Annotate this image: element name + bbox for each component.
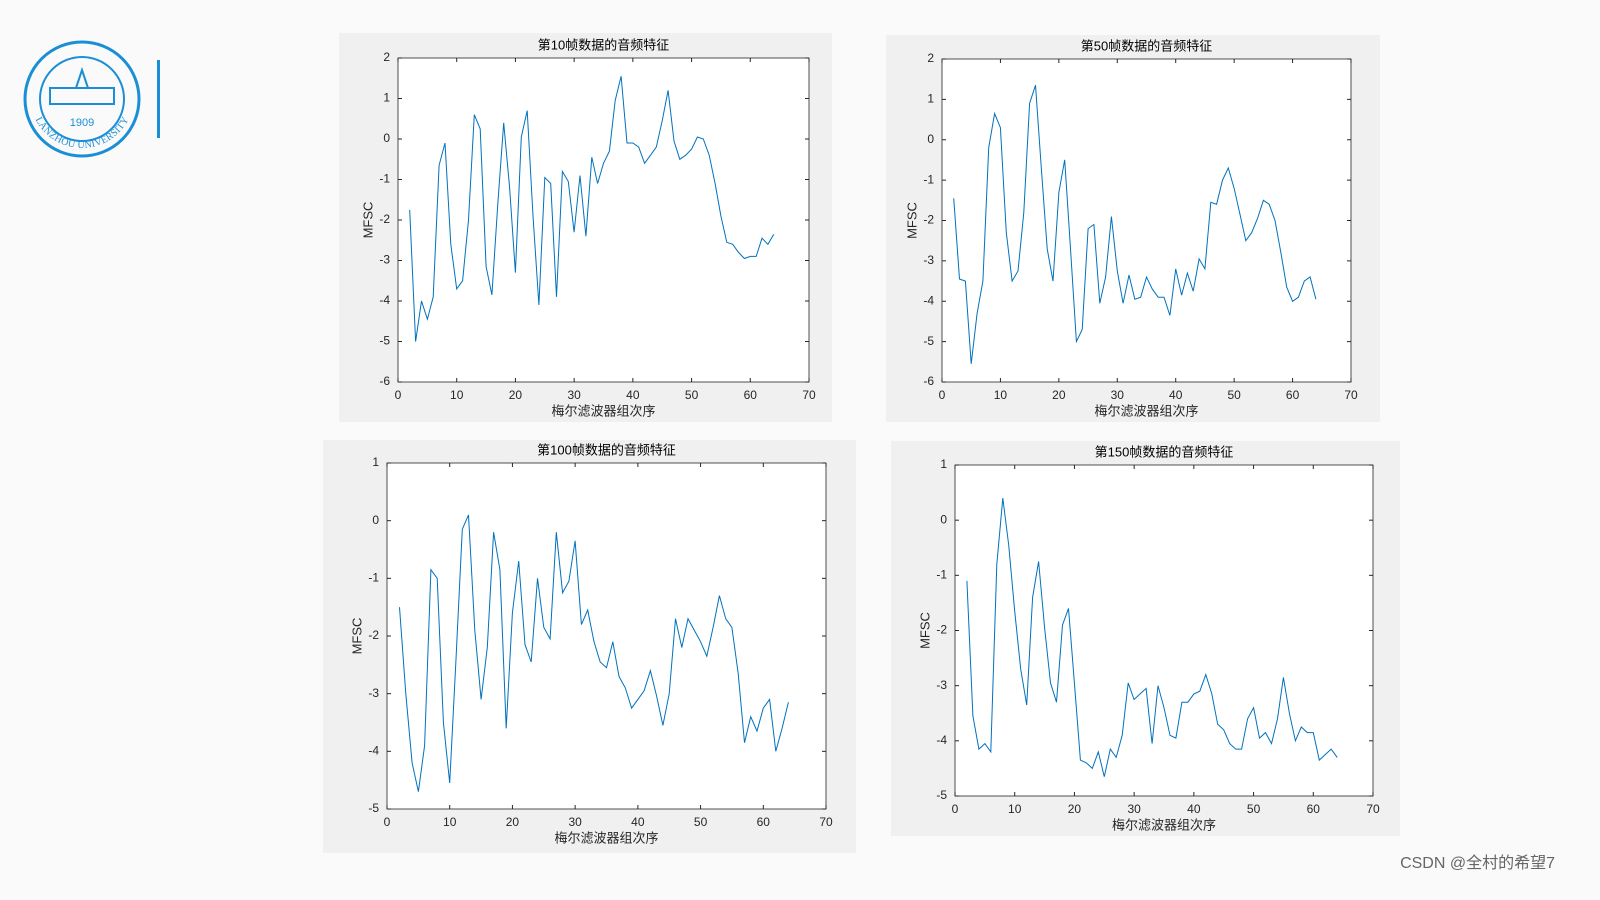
x-tick-label: 30	[567, 388, 581, 402]
logo: 1909 LANZHOU UNIVERSITY	[23, 40, 141, 158]
x-tick-label: 10	[994, 388, 1008, 402]
x-tick-label: 50	[685, 388, 699, 402]
x-tick-label: 20	[509, 388, 523, 402]
y-tick-label: -3	[379, 253, 390, 267]
x-tick-label: 60	[1307, 802, 1321, 816]
x-tick-label: 40	[626, 388, 640, 402]
x-tick-label: 20	[1052, 388, 1066, 402]
y-tick-label: -2	[923, 213, 934, 227]
plot-area	[397, 57, 810, 383]
y-axis-label: MFSC	[917, 612, 932, 649]
x-tick-label: 0	[952, 802, 959, 816]
y-tick-label: 2	[927, 51, 934, 65]
logo-tower	[75, 66, 89, 89]
y-tick-label: -4	[379, 293, 390, 307]
y-tick-label: -5	[368, 801, 379, 815]
y-tick-label: -4	[368, 744, 379, 758]
x-tick-label: 10	[450, 388, 464, 402]
y-tick-label: 0	[372, 513, 379, 527]
x-tick-label: 60	[757, 815, 771, 829]
x-tick-label: 30	[568, 815, 582, 829]
y-tick-label: 1	[927, 92, 934, 106]
x-tick-label: 0	[939, 388, 946, 402]
data-line	[966, 498, 1338, 777]
chart: 0 10 20 30 40 50 60 70 -6 -5 -4 -3 -2 -1 0 1 2 第50帧数据的音频特…	[886, 35, 1380, 422]
chart-title: 第10帧数据的音频特征	[538, 37, 669, 52]
y-tick-label: -3	[936, 678, 947, 692]
x-tick-label: 70	[1344, 388, 1358, 402]
y-axis-label: MFSC	[360, 202, 375, 239]
y-tick-label: 1	[383, 91, 390, 105]
x-tick-label: 20	[506, 815, 520, 829]
x-tick-label: 40	[631, 815, 645, 829]
y-tick-label: -1	[923, 172, 934, 186]
x-tick-label: 60	[1286, 388, 1300, 402]
plot-area	[386, 462, 827, 810]
x-tick-label: 40	[1187, 802, 1201, 816]
plot-area	[954, 464, 1374, 797]
x-axis-label: 梅尔滤波器组次序	[554, 830, 658, 845]
y-tick-label: -4	[936, 733, 947, 747]
x-axis-label: 梅尔滤波器组次序	[551, 403, 655, 418]
y-tick-label: -2	[379, 212, 390, 226]
watermark: CSDN @全村的希望7	[1400, 854, 1555, 872]
logo-ring	[23, 40, 141, 158]
chart-title: 第100帧数据的音频特征	[537, 442, 676, 457]
y-tick-label: -3	[368, 686, 379, 700]
y-tick-label: -6	[923, 374, 934, 388]
y-tick-label: 0	[383, 131, 390, 145]
chart: 0 10 20 30 40 50 60 70 -5 -4 -3 -2 -1 0 1 第150帧数据的音频特征梅…	[891, 441, 1400, 836]
data-line	[399, 514, 789, 792]
x-tick-label: 10	[1008, 802, 1022, 816]
x-tick-label: 40	[1169, 388, 1183, 402]
chart-title: 第150帧数据的音频特征	[1095, 444, 1234, 459]
x-tick-label: 70	[1366, 802, 1380, 816]
y-tick-label: -1	[936, 568, 947, 582]
x-tick-label: 0	[384, 815, 391, 829]
y-tick-label: -5	[936, 788, 947, 802]
y-tick-label: 1	[940, 457, 947, 471]
y-tick-label: -3	[923, 253, 934, 267]
y-tick-label: -1	[379, 172, 390, 186]
y-axis-label: MFSC	[349, 618, 364, 655]
logo-year: 1909	[70, 117, 94, 129]
chart: 0 10 20 30 40 50 60 70 -6 -5 -4 -3 -2 -1 0 1 2 第10帧数据的音频特…	[339, 33, 832, 422]
x-tick-label: 60	[744, 388, 758, 402]
y-axis-label: MFSC	[904, 202, 919, 239]
x-tick-label: 50	[694, 815, 708, 829]
y-tick-label: 0	[927, 132, 934, 146]
x-tick-label: 30	[1127, 802, 1141, 816]
divider	[157, 60, 160, 138]
y-tick-label: -6	[379, 374, 390, 388]
x-tick-label: 50	[1247, 802, 1261, 816]
x-axis-label: 梅尔滤波器组次序	[1112, 817, 1216, 832]
y-tick-label: 0	[940, 512, 947, 526]
y-tick-label: -5	[379, 334, 390, 348]
x-tick-label: 70	[819, 815, 833, 829]
plot-area	[941, 58, 1352, 383]
x-axis-label: 梅尔滤波器组次序	[1094, 403, 1198, 418]
chart-title: 第50帧数据的音频特征	[1081, 38, 1212, 53]
y-tick-label: -4	[923, 293, 934, 307]
x-tick-label: 10	[443, 815, 457, 829]
y-tick-label: 1	[372, 455, 379, 469]
y-tick-label: -2	[368, 628, 379, 642]
y-tick-label: -2	[936, 623, 947, 637]
data-line	[953, 85, 1317, 364]
x-tick-label: 0	[395, 388, 402, 402]
y-tick-label: -1	[368, 571, 379, 585]
x-tick-label: 20	[1068, 802, 1082, 816]
x-tick-label: 50	[1227, 388, 1241, 402]
y-tick-label: -5	[923, 334, 934, 348]
x-tick-label: 70	[802, 388, 816, 402]
logo-inner-ring	[39, 56, 125, 142]
data-line	[409, 76, 775, 342]
logo-building	[49, 87, 115, 105]
chart: 0 10 20 30 40 50 60 70 -5 -4 -3 -2 -1 0 1 第100帧数据的音频特征梅…	[323, 440, 856, 853]
x-tick-label: 30	[1111, 388, 1125, 402]
y-tick-label: 2	[383, 50, 390, 64]
